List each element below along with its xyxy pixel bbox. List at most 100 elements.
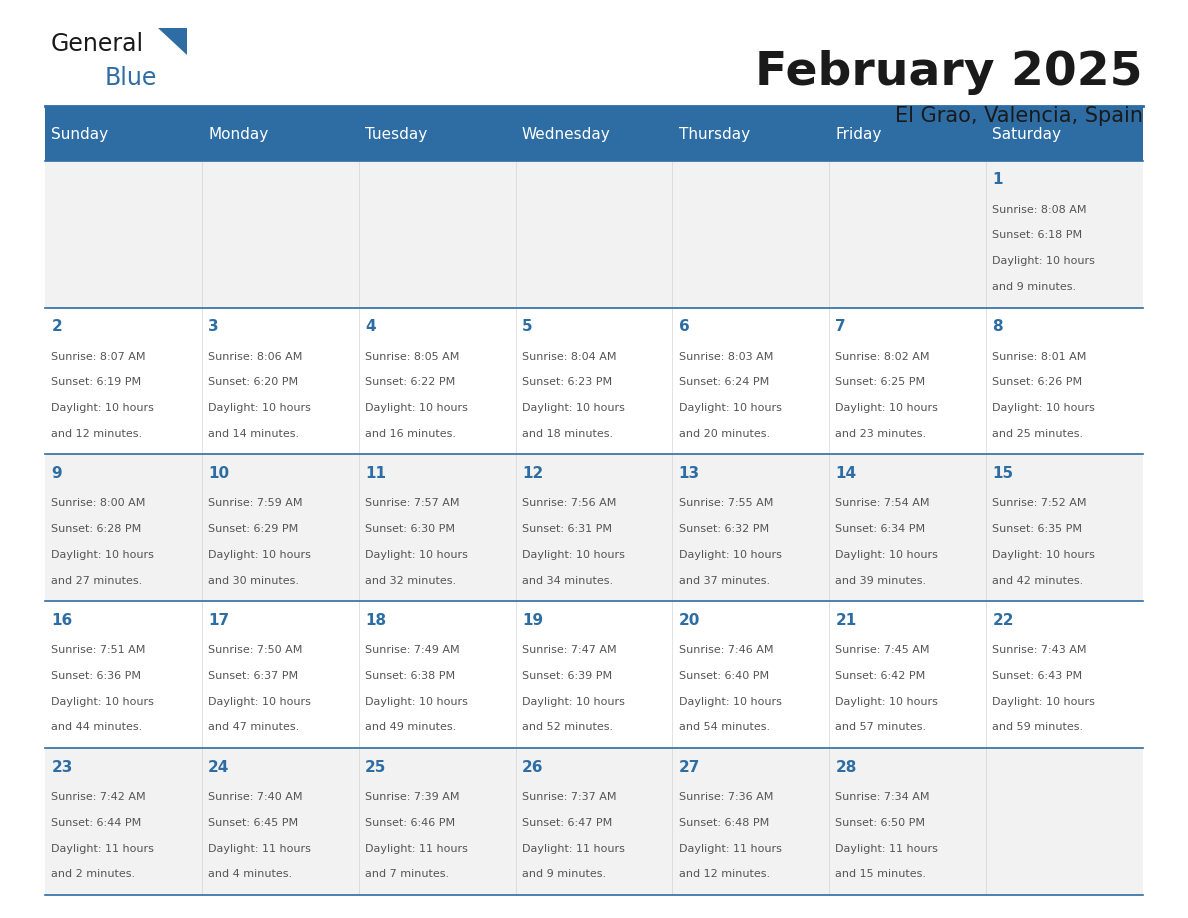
Text: Sunset: 6:26 PM: Sunset: 6:26 PM [992, 377, 1082, 387]
Text: Sunrise: 8:04 AM: Sunrise: 8:04 AM [522, 352, 617, 362]
Text: Sunrise: 7:47 AM: Sunrise: 7:47 AM [522, 645, 617, 655]
Text: 15: 15 [992, 466, 1013, 481]
Text: 5: 5 [522, 319, 532, 334]
Text: Sunrise: 7:50 AM: Sunrise: 7:50 AM [208, 645, 303, 655]
Text: Sunrise: 7:43 AM: Sunrise: 7:43 AM [992, 645, 1087, 655]
Text: Daylight: 11 hours: Daylight: 11 hours [835, 844, 939, 854]
Text: and 57 minutes.: and 57 minutes. [835, 722, 927, 733]
Bar [359, 107, 516, 161]
Text: Sunrise: 7:37 AM: Sunrise: 7:37 AM [522, 792, 617, 802]
Text: Sunset: 6:25 PM: Sunset: 6:25 PM [835, 377, 925, 387]
Text: Daylight: 10 hours: Daylight: 10 hours [522, 697, 625, 707]
Text: Sunrise: 8:07 AM: Sunrise: 8:07 AM [51, 352, 146, 362]
Text: Sunrise: 8:03 AM: Sunrise: 8:03 AM [678, 352, 773, 362]
Text: Daylight: 11 hours: Daylight: 11 hours [365, 844, 468, 854]
Bar [829, 107, 986, 161]
Text: and 20 minutes.: and 20 minutes. [678, 429, 770, 439]
Text: 7: 7 [835, 319, 846, 334]
Text: Monday: Monday [208, 127, 268, 141]
Text: Sunset: 6:22 PM: Sunset: 6:22 PM [365, 377, 455, 387]
Text: and 27 minutes.: and 27 minutes. [51, 576, 143, 586]
Text: Sunset: 6:35 PM: Sunset: 6:35 PM [992, 524, 1082, 534]
Text: and 9 minutes.: and 9 minutes. [992, 282, 1076, 292]
Bar [986, 107, 1143, 161]
Text: 16: 16 [51, 613, 72, 628]
Text: Saturday: Saturday [992, 127, 1061, 141]
Text: Sunrise: 7:45 AM: Sunrise: 7:45 AM [835, 645, 930, 655]
Text: and 23 minutes.: and 23 minutes. [835, 429, 927, 439]
Text: and 44 minutes.: and 44 minutes. [51, 722, 143, 733]
Text: 6: 6 [678, 319, 689, 334]
Text: and 30 minutes.: and 30 minutes. [208, 576, 299, 586]
Text: Sunrise: 8:01 AM: Sunrise: 8:01 AM [992, 352, 1087, 362]
Text: and 9 minutes.: and 9 minutes. [522, 869, 606, 879]
Text: Sunset: 6:19 PM: Sunset: 6:19 PM [51, 377, 141, 387]
Text: Blue: Blue [105, 66, 157, 90]
Text: Daylight: 10 hours: Daylight: 10 hours [522, 550, 625, 560]
Text: Daylight: 10 hours: Daylight: 10 hours [835, 697, 939, 707]
Bar [202, 107, 359, 161]
Text: and 54 minutes.: and 54 minutes. [678, 722, 770, 733]
Bar [672, 107, 829, 161]
Text: and 49 minutes.: and 49 minutes. [365, 722, 456, 733]
Text: 20: 20 [678, 613, 700, 628]
Text: Sunset: 6:23 PM: Sunset: 6:23 PM [522, 377, 612, 387]
Text: 17: 17 [208, 613, 229, 628]
Text: and 18 minutes.: and 18 minutes. [522, 429, 613, 439]
Text: Sunset: 6:37 PM: Sunset: 6:37 PM [208, 671, 298, 681]
Text: Daylight: 11 hours: Daylight: 11 hours [51, 844, 154, 854]
Text: Sunset: 6:46 PM: Sunset: 6:46 PM [365, 818, 455, 828]
Text: General: General [51, 32, 144, 56]
Text: 10: 10 [208, 466, 229, 481]
Text: 14: 14 [835, 466, 857, 481]
Bar [45, 308, 1143, 454]
Text: and 42 minutes.: and 42 minutes. [992, 576, 1083, 586]
Text: Daylight: 10 hours: Daylight: 10 hours [678, 697, 782, 707]
Text: Daylight: 10 hours: Daylight: 10 hours [992, 256, 1095, 266]
Text: Sunrise: 8:05 AM: Sunrise: 8:05 AM [365, 352, 460, 362]
Text: Daylight: 10 hours: Daylight: 10 hours [522, 403, 625, 413]
Text: 8: 8 [992, 319, 1003, 334]
Text: and 39 minutes.: and 39 minutes. [835, 576, 927, 586]
Text: and 7 minutes.: and 7 minutes. [365, 869, 449, 879]
Text: and 25 minutes.: and 25 minutes. [992, 429, 1083, 439]
Text: Sunrise: 8:06 AM: Sunrise: 8:06 AM [208, 352, 303, 362]
Text: 23: 23 [51, 760, 72, 775]
Text: Thursday: Thursday [678, 127, 750, 141]
Text: Daylight: 10 hours: Daylight: 10 hours [678, 550, 782, 560]
Text: and 37 minutes.: and 37 minutes. [678, 576, 770, 586]
Text: Daylight: 11 hours: Daylight: 11 hours [522, 844, 625, 854]
Text: and 15 minutes.: and 15 minutes. [835, 869, 927, 879]
Text: Sunrise: 7:40 AM: Sunrise: 7:40 AM [208, 792, 303, 802]
Bar [516, 107, 672, 161]
Text: Daylight: 10 hours: Daylight: 10 hours [208, 403, 311, 413]
Text: 26: 26 [522, 760, 543, 775]
Text: Sunrise: 8:00 AM: Sunrise: 8:00 AM [51, 498, 146, 509]
Text: Sunrise: 7:36 AM: Sunrise: 7:36 AM [678, 792, 773, 802]
Bar [45, 161, 1143, 308]
Text: Sunrise: 8:02 AM: Sunrise: 8:02 AM [835, 352, 930, 362]
Text: Sunset: 6:28 PM: Sunset: 6:28 PM [51, 524, 141, 534]
Bar [45, 601, 1143, 748]
Text: 9: 9 [51, 466, 62, 481]
Text: Sunset: 6:39 PM: Sunset: 6:39 PM [522, 671, 612, 681]
Text: Sunset: 6:48 PM: Sunset: 6:48 PM [678, 818, 769, 828]
Text: Sunrise: 7:56 AM: Sunrise: 7:56 AM [522, 498, 617, 509]
Text: Sunrise: 7:57 AM: Sunrise: 7:57 AM [365, 498, 460, 509]
Text: Daylight: 10 hours: Daylight: 10 hours [992, 403, 1095, 413]
Text: Tuesday: Tuesday [365, 127, 428, 141]
Text: and 14 minutes.: and 14 minutes. [208, 429, 299, 439]
Text: Sunset: 6:36 PM: Sunset: 6:36 PM [51, 671, 141, 681]
Text: Daylight: 10 hours: Daylight: 10 hours [365, 550, 468, 560]
Bar [45, 454, 1143, 601]
Text: Sunset: 6:47 PM: Sunset: 6:47 PM [522, 818, 612, 828]
Text: Sunset: 6:29 PM: Sunset: 6:29 PM [208, 524, 298, 534]
Text: and 32 minutes.: and 32 minutes. [365, 576, 456, 586]
Text: Sunset: 6:32 PM: Sunset: 6:32 PM [678, 524, 769, 534]
Text: Daylight: 10 hours: Daylight: 10 hours [208, 550, 311, 560]
Text: 2: 2 [51, 319, 62, 334]
Text: Sunset: 6:30 PM: Sunset: 6:30 PM [365, 524, 455, 534]
Bar [45, 748, 1143, 895]
Text: 19: 19 [522, 613, 543, 628]
Text: and 59 minutes.: and 59 minutes. [992, 722, 1083, 733]
